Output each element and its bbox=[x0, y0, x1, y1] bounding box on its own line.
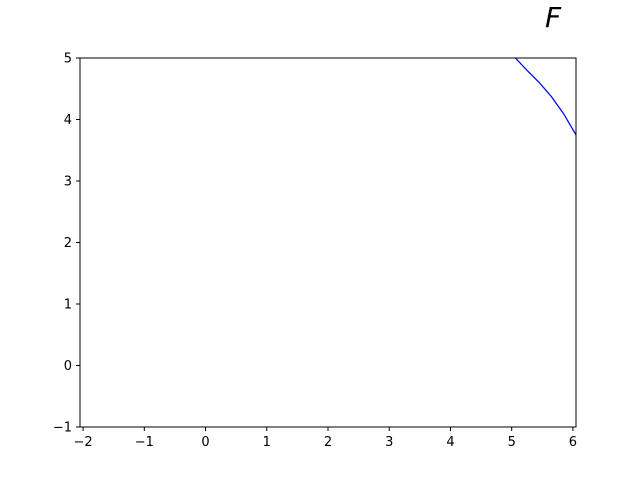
x-tick-label: 6 bbox=[569, 435, 577, 450]
x-tick-label: 4 bbox=[446, 435, 454, 450]
x-tick-label: 1 bbox=[263, 435, 271, 450]
x-tick-label: 5 bbox=[508, 435, 516, 450]
y-tick-label: 4 bbox=[64, 113, 72, 128]
y-tick-label: 2 bbox=[64, 236, 72, 251]
y-tick-label: 5 bbox=[64, 52, 72, 67]
series-line-1 bbox=[514, 58, 576, 136]
chart-title: F bbox=[545, 1, 562, 34]
y-tick-label: −1 bbox=[53, 421, 72, 436]
x-tick-label: 2 bbox=[324, 435, 332, 450]
y-tick-label: 1 bbox=[64, 298, 72, 313]
plot-series bbox=[514, 58, 576, 136]
plot-frame bbox=[79, 57, 577, 428]
x-axis: −2 −1 0 1 2 3 4 5 6 bbox=[73, 427, 577, 450]
x-tick-label: 3 bbox=[385, 435, 393, 450]
x-tick-label: −1 bbox=[135, 435, 154, 450]
x-tick-label: −2 bbox=[73, 435, 92, 450]
x-tick-label: 0 bbox=[201, 435, 209, 450]
y-tick-label: 0 bbox=[64, 359, 72, 374]
y-axis: −1 0 1 2 3 4 5 bbox=[53, 52, 80, 436]
y-tick-label: 3 bbox=[64, 175, 72, 190]
